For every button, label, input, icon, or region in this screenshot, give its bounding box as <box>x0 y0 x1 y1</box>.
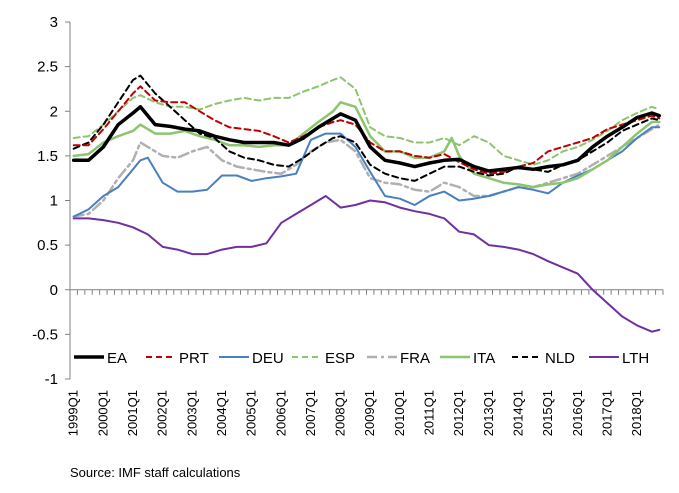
x-tick-label: 2002Q1 <box>155 390 170 436</box>
legend-label-lth: LTH <box>622 350 649 367</box>
x-tick-label: 2018Q1 <box>629 390 644 436</box>
x-tick-label: 2009Q1 <box>362 390 377 436</box>
x-tick-label: 2015Q1 <box>540 390 555 436</box>
chart-axes <box>69 22 663 379</box>
y-tick-label: -0.5 <box>32 326 58 343</box>
series-lines <box>71 74 662 333</box>
y-axis-ticks: -1 -0.5 0 0.5 1 1.5 2 2.5 3 <box>32 14 70 388</box>
legend-label-ita: ITA <box>473 350 495 367</box>
y-tick-label: 2 <box>50 103 58 120</box>
x-tick-label: 2012Q1 <box>451 390 466 436</box>
y-tick-label: -1 <box>45 371 58 388</box>
legend-label-nld: NLD <box>545 350 575 367</box>
y-tick-label: 2.5 <box>37 59 58 76</box>
legend-label-ea: EA <box>107 350 127 367</box>
series-line-ea <box>71 105 662 173</box>
series-line-esp <box>72 76 661 166</box>
x-tick-label: 2008Q1 <box>333 390 348 436</box>
x-tick-label: 2007Q1 <box>303 390 318 436</box>
x-tick-label: 2003Q1 <box>184 390 199 436</box>
x-tick-label: 2001Q1 <box>125 390 140 436</box>
x-tick-label: 2006Q1 <box>273 390 288 436</box>
x-axis-ticks: 1999Q1 2000Q1 2001Q1 2002Q1 2003Q1 2004Q1 2005… <box>66 289 664 436</box>
source-note: Source: IMF staff calculations <box>70 465 241 480</box>
x-tick-label: 2016Q1 <box>570 390 585 436</box>
y-tick-label: 1 <box>50 193 58 210</box>
y-tick-label: 0 <box>50 282 58 299</box>
x-tick-label: 2000Q1 <box>95 390 110 436</box>
x-tick-label: 2011Q1 <box>422 390 437 435</box>
x-tick-label: 1999Q1 <box>66 390 81 436</box>
x-tick-label: 2005Q1 <box>244 390 259 436</box>
y-tick-label: 3 <box>50 14 58 31</box>
y-tick-label: 0.5 <box>37 237 58 254</box>
legend-label-prt: PRT <box>179 350 209 367</box>
x-tick-label: 2004Q1 <box>214 390 229 436</box>
x-tick-label: 2017Q1 <box>599 390 614 436</box>
y-tick-label: 1.5 <box>37 148 58 165</box>
chart-legend: EA PRT DEU ESP FRA ITA NLD LTH <box>74 350 649 367</box>
x-tick-label: 2014Q1 <box>510 390 525 436</box>
legend-label-deu: DEU <box>252 350 284 367</box>
series-line-fra <box>72 123 661 218</box>
x-tick-label: 2010Q1 <box>392 390 407 436</box>
series-line-lth <box>72 195 661 333</box>
series-line-ita <box>72 101 661 189</box>
x-tick-label: 2013Q1 <box>481 390 496 436</box>
legend-label-fra: FRA <box>400 350 430 367</box>
legend-label-esp: ESP <box>325 350 355 367</box>
